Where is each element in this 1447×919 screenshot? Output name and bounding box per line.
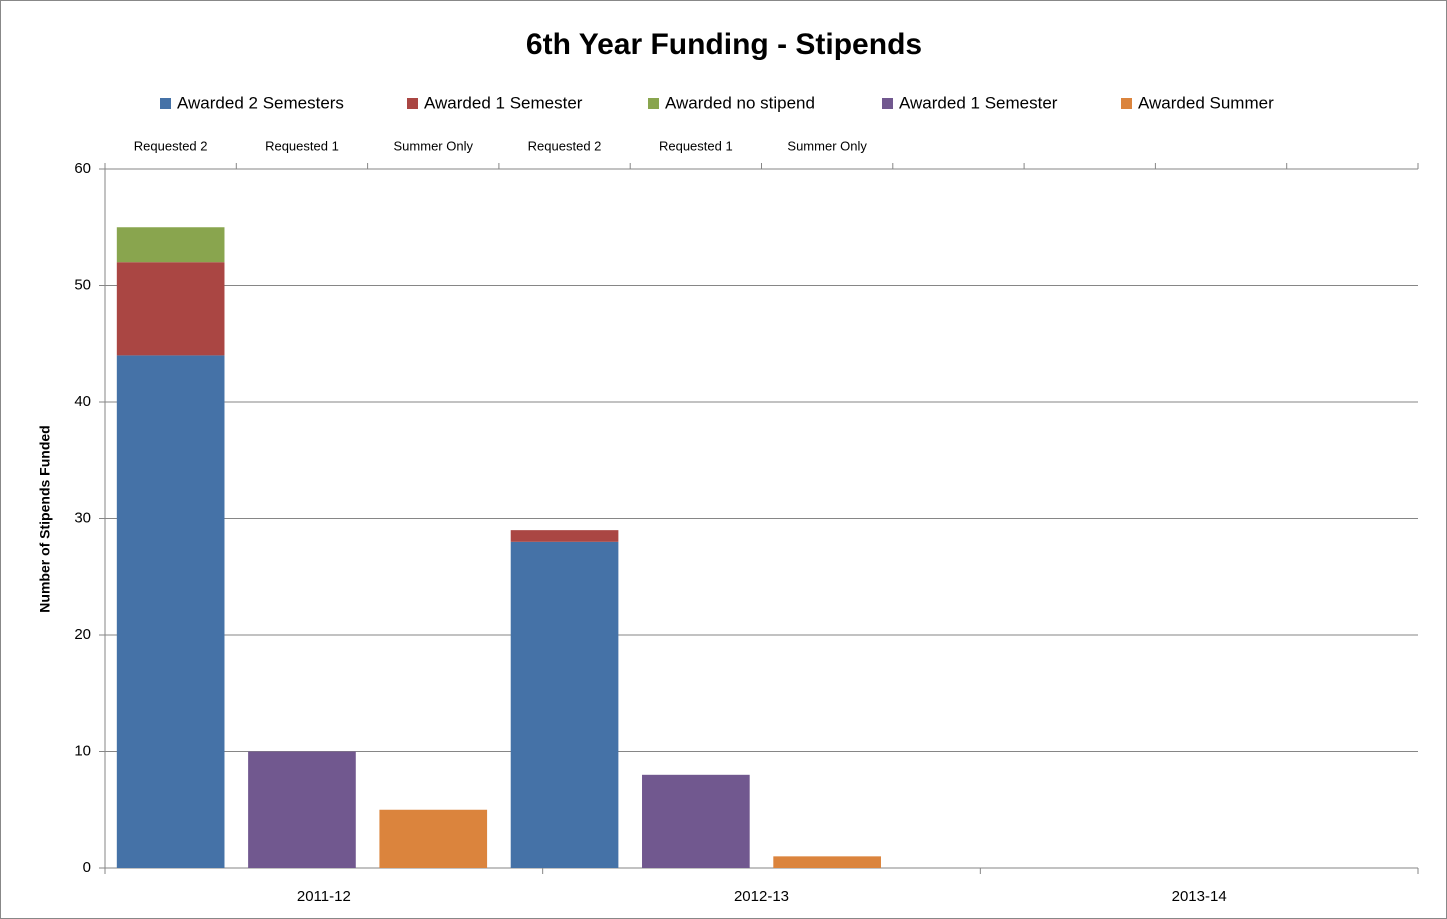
category-label: Requested 1	[659, 138, 733, 153]
y-tick-label: 0	[83, 859, 91, 876]
category-label: Requested 1	[265, 138, 339, 153]
group-label: 2013-14	[1172, 888, 1227, 905]
category-label: Summer Only	[394, 138, 474, 153]
legend-label: Awarded 1 Semester	[899, 93, 1058, 112]
y-tick-label: 30	[74, 509, 91, 526]
bar-segment	[773, 856, 881, 868]
y-tick-label: 40	[74, 393, 91, 410]
chart-title: 6th Year Funding - Stipends	[526, 28, 922, 61]
group-label: 2011-12	[297, 888, 351, 905]
bar-segment	[510, 530, 619, 542]
bar-segment	[510, 541, 619, 868]
y-tick-label: 10	[74, 742, 91, 759]
y-tick-label: 60	[74, 160, 91, 177]
legend-swatch	[160, 98, 171, 109]
bar-segment	[116, 262, 225, 356]
group-label: 2012-13	[734, 888, 789, 905]
category-label: Requested 2	[528, 138, 602, 153]
bar-segment	[379, 809, 488, 868]
category-label: Requested 2	[134, 138, 208, 153]
legend-swatch	[882, 98, 893, 109]
bar-segment	[116, 227, 225, 263]
legend-swatch	[648, 98, 659, 109]
legend-label: Awarded 1 Semester	[424, 93, 583, 112]
y-tick-label: 50	[74, 276, 91, 293]
legend-label: Awarded no stipend	[665, 93, 815, 112]
bar-segment	[116, 355, 225, 868]
legend-label: Awarded 2 Semesters	[177, 93, 344, 112]
legend-label: Awarded Summer	[1138, 93, 1274, 112]
bar-segment	[642, 774, 750, 868]
legend-swatch	[1121, 98, 1132, 109]
category-label: Summer Only	[787, 138, 867, 153]
legend-swatch	[407, 98, 418, 109]
y-axis-label: Number of Stipends Funded	[37, 425, 53, 612]
y-tick-label: 20	[74, 626, 91, 643]
bar-segment	[248, 751, 356, 868]
